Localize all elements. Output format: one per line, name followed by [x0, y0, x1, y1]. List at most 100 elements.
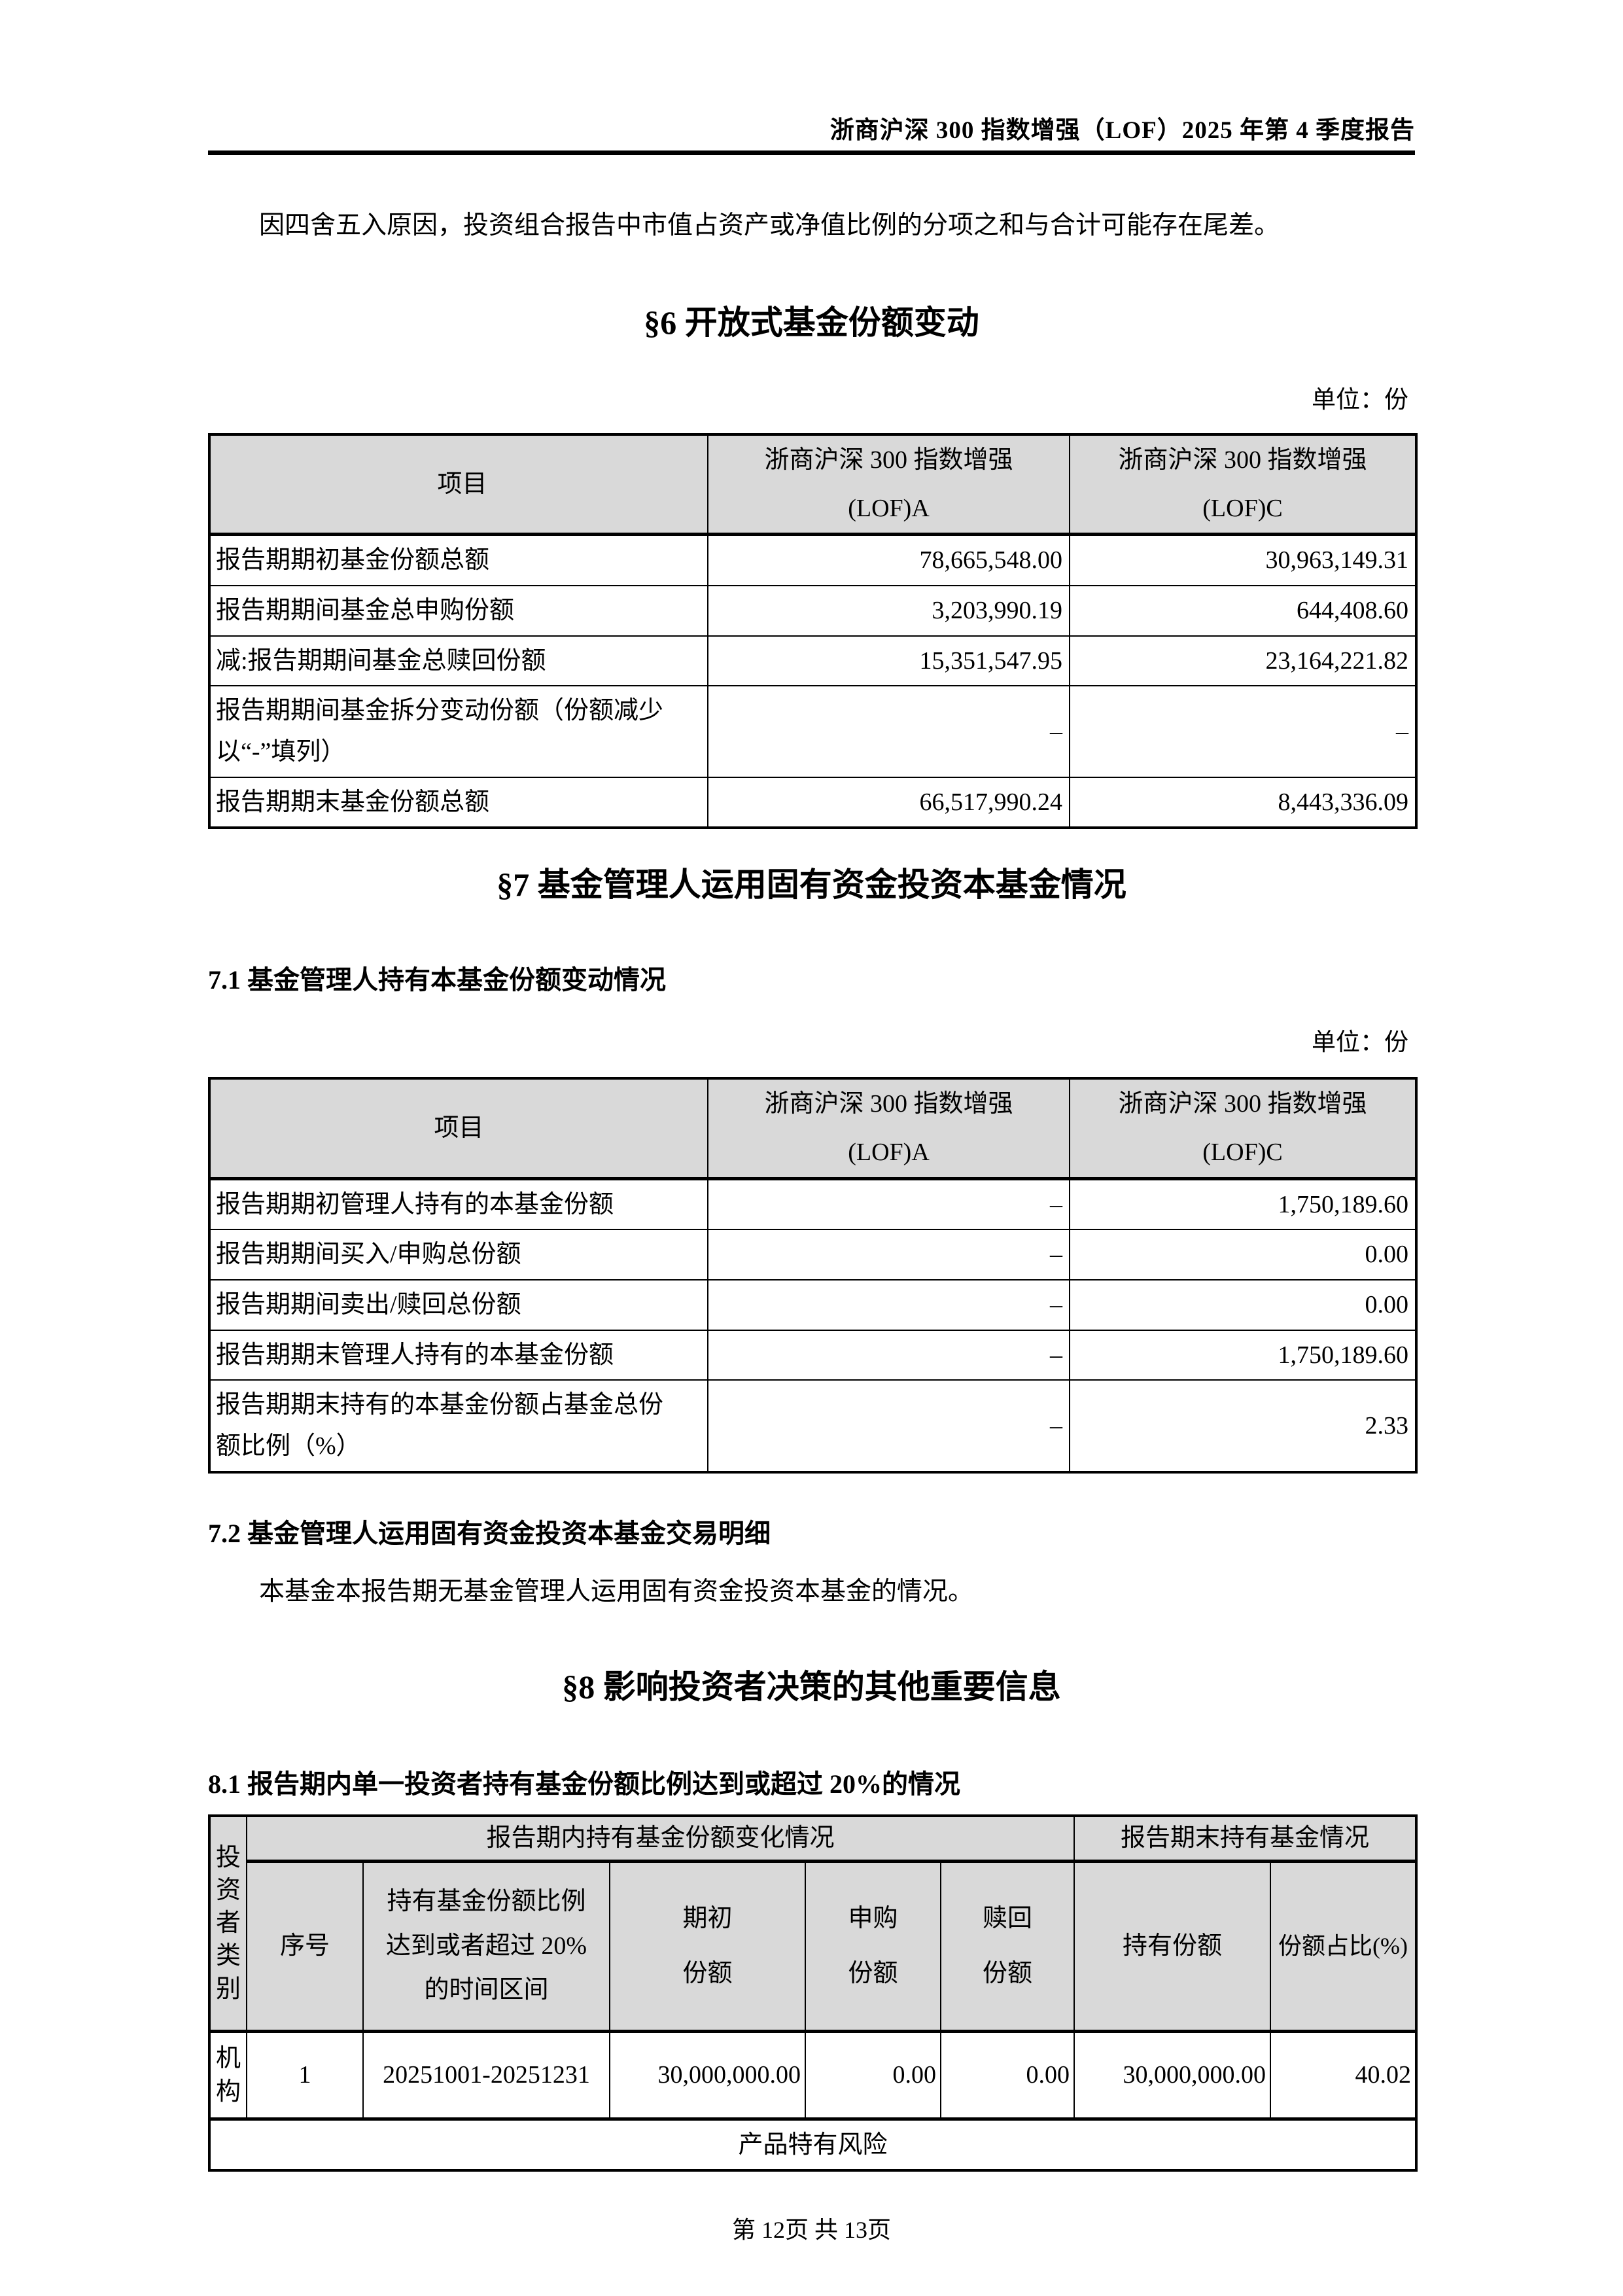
value-class-c: 0.00	[1069, 1229, 1417, 1280]
major-investor-table: 投资者类别 报告期内持有基金份额变化情况 报告期末持有基金情况 序号 持有基金份…	[208, 1814, 1418, 2172]
value-class-a: –	[707, 1279, 1070, 1331]
product-risk-label: 产品特有风险	[208, 2117, 1418, 2171]
unit-label-section7: 单位：份	[1312, 1029, 1408, 1057]
investor-type-cell: 机构	[209, 2030, 247, 2120]
section7-2-note: 本基金本报告期无基金管理人运用固有资金投资本基金的情况。	[259, 1577, 974, 1606]
table-subheader-row: 序号 持有基金份额比例达到或者超过 20%的时间区间 期初 份额 申购 份额 赎…	[209, 1860, 1418, 2034]
table-header-row: 项目 浙商沪深 300 指数增强 (LOF)A 浙商沪深 300 指数增强 (L…	[209, 434, 1417, 537]
table-row: 报告期期末管理人持有的本基金份额 – 1,750,189.60	[209, 1329, 1417, 1381]
investor-type-vertical-label: 投资者类别	[216, 1843, 241, 2003]
class-c-name: 浙商沪深 300 指数增强	[1118, 1090, 1367, 1118]
redeem-shares-line1: 赎回	[983, 1905, 1033, 1933]
class-c-suffix: (LOF)C	[1202, 495, 1283, 523]
table-row: 减:报告期期间基金总赎回份额 15,351,547.95 23,164,221.…	[209, 635, 1417, 687]
purchase-shares-line1: 申购	[848, 1905, 898, 1933]
redeem-shares-line2: 份额	[983, 1959, 1033, 1987]
begin-shares-value: 30,000,000.00	[609, 2030, 806, 2120]
redeem-shares-value: 0.00	[939, 2030, 1075, 2120]
row-label: 报告期期间基金拆分变动份额（份额减少以“-”填列）	[209, 685, 708, 778]
value-class-c: 2.33	[1069, 1379, 1417, 1473]
page-content: 浙商沪深 300 指数增强（LOF）2025 年第 4 季度报告 因四舍五入原因…	[208, 0, 1418, 2244]
col-header-class-c: 浙商沪深 300 指数增强 (LOF)C	[1069, 434, 1417, 537]
col-header-purchase-shares: 申购 份额	[805, 1860, 941, 2034]
begin-shares-line2: 份额	[682, 1959, 733, 1987]
rounding-note: 因四舍五入原因，投资组合报告中市值占资产或净值比例的分项之和与合计可能存在尾差。	[259, 211, 1280, 239]
col-header-class-a: 浙商沪深 300 指数增强 (LOF)A	[707, 434, 1070, 537]
value-class-a: 66,517,990.24	[707, 776, 1070, 829]
col-header-investor-type: 投资者类别	[209, 1814, 247, 2034]
value-class-a: –	[707, 1379, 1070, 1473]
class-c-name: 浙商沪深 300 指数增强	[1118, 446, 1367, 474]
time-range-value: 20251001-20251231	[362, 2030, 610, 2120]
row-label: 报告期期间基金总申购份额	[209, 584, 708, 637]
page-number: 第 12页 共 13页	[731, 2216, 891, 2243]
begin-shares-line1: 期初	[682, 1905, 733, 1933]
value-class-c: 644,408.60	[1069, 584, 1417, 637]
value-class-c: 23,164,221.82	[1069, 635, 1417, 687]
section7-2-title: 7.2 基金管理人运用固有资金投资本基金交易明细	[208, 1518, 771, 1548]
row-label: 报告期期间卖出/赎回总份额	[209, 1279, 708, 1331]
value-class-a: 15,351,547.95	[707, 635, 1070, 687]
purchase-shares-value: 0.00	[805, 2030, 941, 2120]
value-class-c: 0.00	[1069, 1279, 1417, 1331]
class-a-name: 浙商沪深 300 指数增强	[764, 1090, 1013, 1118]
seq-value: 1	[246, 2030, 364, 2120]
section7-title: §7 基金管理人运用固有资金投资本基金情况	[497, 866, 1126, 904]
investor-type-value: 机构	[216, 2045, 241, 2106]
table-row: 报告期期末持有的本基金份额占基金总份额比例（%） – 2.33	[209, 1379, 1417, 1473]
row-label: 报告期期末基金份额总额	[209, 776, 708, 829]
share-ratio-value: 40.02	[1270, 2030, 1418, 2120]
row-label: 报告期期末管理人持有的本基金份额	[209, 1329, 708, 1381]
class-a-name: 浙商沪深 300 指数增强	[764, 446, 1013, 474]
class-a-suffix: (LOF)A	[848, 495, 930, 523]
table-row: 报告期期初管理人持有的本基金份额 – 1,750,189.60	[209, 1177, 1417, 1231]
unit-label-section6: 单位：份	[1312, 387, 1408, 414]
section6-title: §6 开放式基金份额变动	[644, 304, 979, 341]
row-label: 报告期期间买入/申购总份额	[209, 1229, 708, 1280]
value-class-c: –	[1069, 685, 1417, 778]
col-header-seq: 序号	[246, 1860, 364, 2034]
table-span-header-row: 投资者类别 报告期内持有基金份额变化情况 报告期末持有基金情况	[209, 1814, 1418, 2034]
value-class-c: 8,443,336.09	[1069, 776, 1417, 829]
holding-shares-value: 30,000,000.00	[1073, 2030, 1272, 2120]
row-label: 减:报告期期间基金总赎回份额	[209, 635, 708, 687]
section7-1-title: 7.1 基金管理人持有本基金份额变动情况	[208, 965, 666, 995]
span-header-period-end: 报告期末持有基金情况	[1073, 1814, 1418, 1863]
value-class-a: –	[707, 1177, 1070, 1231]
section8-title: §8 影响投资者决策的其他重要信息	[562, 1668, 1061, 1705]
product-risk-row: 产品特有风险	[208, 2117, 1418, 2171]
value-class-c: 30,963,149.31	[1069, 533, 1417, 586]
col-header-class-c: 浙商沪深 300 指数增强 (LOF)C	[1069, 1078, 1417, 1180]
section8-1-title: 8.1 报告期内单一投资者持有基金份额比例达到或超过 20%的情况	[208, 1769, 960, 1799]
fund-share-change-table: 项目 浙商沪深 300 指数增强 (LOF)A 浙商沪深 300 指数增强 (L…	[208, 433, 1418, 830]
value-class-c: 1,750,189.60	[1069, 1177, 1417, 1231]
row-label: 报告期期初基金份额总额	[209, 533, 708, 586]
investor-data-row: 机构 1 20251001-20251231 30,000,000.00 0.0…	[209, 2030, 1418, 2120]
value-class-c: 1,750,189.60	[1069, 1329, 1417, 1381]
class-c-suffix: (LOF)C	[1202, 1139, 1283, 1167]
value-class-a: –	[707, 685, 1070, 778]
table-header-row: 项目 浙商沪深 300 指数增强 (LOF)A 浙商沪深 300 指数增强 (L…	[209, 1078, 1417, 1180]
page-header: 浙商沪深 300 指数增强（LOF）2025 年第 4 季度报告	[208, 0, 1415, 155]
col-header-item: 项目	[209, 434, 708, 537]
col-header-class-a: 浙商沪深 300 指数增强 (LOF)A	[707, 1078, 1070, 1180]
span-header-period-change: 报告期内持有基金份额变化情况	[245, 1814, 1075, 1863]
value-class-a: 3,203,990.19	[707, 584, 1070, 637]
col-header-begin-shares: 期初 份额	[609, 1860, 806, 2034]
report-title: 浙商沪深 300 指数增强（LOF）2025 年第 4 季度报告	[829, 117, 1415, 144]
col-header-time-range: 持有基金份额比例达到或者超过 20%的时间区间	[362, 1860, 610, 2034]
col-header-share-ratio: 份额占比(%)	[1270, 1860, 1418, 2034]
table-row: 报告期期间基金拆分变动份额（份额减少以“-”填列） – –	[209, 685, 1417, 778]
value-class-a: –	[707, 1229, 1070, 1280]
row-label: 报告期期初管理人持有的本基金份额	[209, 1177, 708, 1231]
table-row: 报告期期间卖出/赎回总份额 – 0.00	[209, 1279, 1417, 1331]
table-row: 报告期期间买入/申购总份额 – 0.00	[209, 1229, 1417, 1280]
purchase-shares-line2: 份额	[848, 1959, 898, 1987]
value-class-a: 78,665,548.00	[707, 533, 1070, 586]
table-row: 报告期期间基金总申购份额 3,203,990.19 644,408.60	[209, 584, 1417, 637]
col-header-holding-shares: 持有份额	[1073, 1860, 1272, 2034]
col-header-item: 项目	[209, 1078, 708, 1180]
class-a-suffix: (LOF)A	[848, 1139, 930, 1167]
table-row: 报告期期末基金份额总额 66,517,990.24 8,443,336.09	[209, 776, 1417, 829]
